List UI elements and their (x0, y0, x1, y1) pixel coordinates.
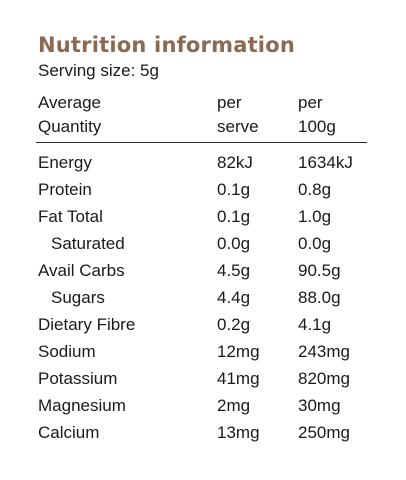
nutrient-name: Dietary Fibre (38, 315, 136, 334)
table-row: Energy 82kJ 1634kJ (0, 152, 406, 174)
nutrient-name: Potassium (38, 369, 118, 388)
header-per-100g-line1: per (298, 93, 323, 112)
nutrient-name: Sugars (51, 288, 105, 307)
per-serve-value: 41mg (217, 369, 260, 388)
per-serve-value: 0.1g (217, 207, 251, 226)
table-row: Sugars 4.4g 88.0g (0, 287, 406, 309)
per-100g-value: 88.0g (298, 288, 341, 307)
table-row: Potassium 41mg 820mg (0, 368, 406, 390)
per-serve-value: 13mg (217, 423, 260, 442)
per-100g-value: 1.0g (298, 207, 332, 226)
header-average: Average (38, 93, 102, 112)
table-row: Saturated 0.0g 0.0g (0, 233, 406, 255)
per-serve-value: 4.5g (217, 261, 251, 280)
header-per-100g-line2: 100g (298, 117, 336, 136)
table-row: Sodium 12mg 243mg (0, 341, 406, 363)
panel-title: Nutrition information (38, 33, 295, 57)
per-100g-value: 4.1g (298, 315, 332, 334)
per-serve-value: 0.1g (217, 180, 251, 199)
table-row: Magnesium 2mg 30mg (0, 395, 406, 417)
header-per-serve-line1: per (217, 93, 242, 112)
per-100g-value: 90.5g (298, 261, 341, 280)
per-100g-value: 820mg (298, 369, 350, 388)
table-row: Fat Total 0.1g 1.0g (0, 206, 406, 228)
per-serve-value: 4.4g (217, 288, 251, 307)
table-row: Calcium 13mg 250mg (0, 422, 406, 444)
per-100g-value: 0.0g (298, 234, 332, 253)
nutrient-name: Magnesium (38, 396, 126, 415)
per-serve-value: 2mg (217, 396, 251, 415)
table-row: Protein 0.1g 0.8g (0, 179, 406, 201)
per-100g-value: 243mg (298, 342, 350, 361)
per-100g-value: 30mg (298, 396, 341, 415)
header-per-serve-line2: serve (217, 117, 259, 136)
per-serve-value: 82kJ (217, 153, 253, 172)
per-100g-value: 250mg (298, 423, 350, 442)
per-serve-value: 12mg (217, 342, 260, 361)
nutrient-name: Energy (38, 153, 92, 172)
header-quantity: Quantity (38, 117, 102, 136)
table-row: Dietary Fibre 0.2g 4.1g (0, 314, 406, 336)
header-divider (36, 142, 367, 143)
nutrient-name: Fat Total (38, 207, 103, 226)
nutrient-name: Saturated (51, 234, 125, 253)
nutrient-name: Protein (38, 180, 92, 199)
serving-size: Serving size: 5g (38, 61, 159, 80)
per-serve-value: 0.2g (217, 315, 251, 334)
nutrient-name: Sodium (38, 342, 96, 361)
nutrient-name: Calcium (38, 423, 100, 442)
per-serve-value: 0.0g (217, 234, 251, 253)
per-100g-value: 0.8g (298, 180, 332, 199)
table-row: Avail Carbs 4.5g 90.5g (0, 260, 406, 282)
per-100g-value: 1634kJ (298, 153, 353, 172)
nutrient-name: Avail Carbs (38, 261, 125, 280)
